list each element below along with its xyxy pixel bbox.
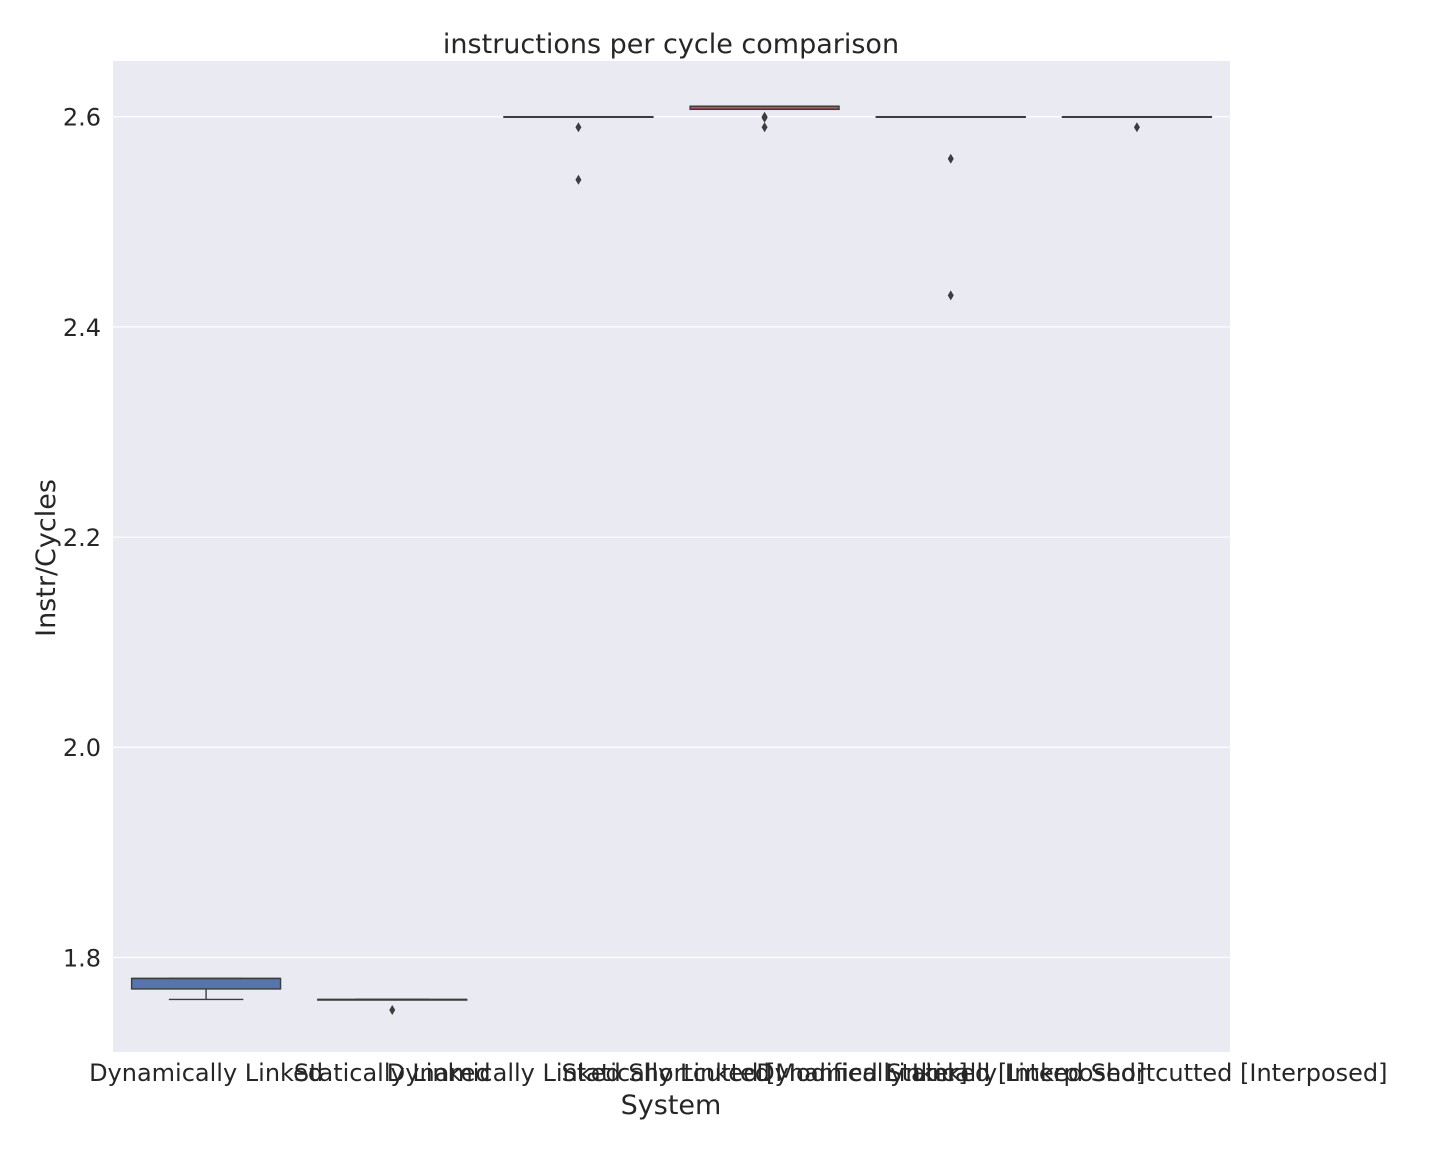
x-axis-label: System — [621, 1090, 722, 1121]
outlier-point — [1133, 122, 1140, 133]
x-tick-label: Statically Linked Shortcutted [Interpose… — [886, 1059, 1387, 1087]
outlier-point — [947, 290, 954, 301]
outlier-point — [761, 112, 768, 123]
box-6 — [1061, 115, 1213, 133]
outlier-point — [947, 153, 954, 164]
x-tick-label: Dynamically Linked [Interposed] — [756, 1059, 1145, 1087]
outlier-point — [575, 174, 582, 185]
box-4 — [689, 105, 840, 133]
y-axis-label: Instr/Cycles — [31, 479, 62, 637]
outlier-point — [761, 122, 768, 133]
box-3 — [503, 115, 654, 185]
outlier-point — [389, 1004, 396, 1015]
y-tick-label: 1.8 — [63, 944, 101, 972]
y-tick-label: 2.6 — [63, 104, 101, 132]
chart-title: instructions per cycle comparison — [443, 29, 899, 60]
box-body — [130, 977, 282, 990]
y-tick-label: 2.2 — [63, 524, 101, 552]
x-tick-label: Statically Linked [Modified Linker] — [562, 1059, 968, 1087]
y-tick-label: 2.4 — [63, 314, 101, 342]
y-tick-labels: 1.8 2.0 2.2 2.4 2.6 — [63, 104, 101, 973]
boxes-layer — [130, 105, 1213, 1015]
x-tick-label: Dynamically Linked Shortcutted — [387, 1059, 770, 1087]
y-tick-label: 2.0 — [63, 734, 101, 762]
box-5 — [875, 115, 1026, 301]
grid-lines — [113, 116, 1230, 959]
outlier-point — [575, 122, 582, 133]
x-tick-label: Dynamically Linked — [89, 1059, 323, 1087]
box-1 — [130, 977, 282, 1001]
box-2 — [317, 998, 468, 1015]
plot-area — [113, 61, 1230, 1052]
x-tick-label: Statically Linked — [294, 1059, 491, 1087]
